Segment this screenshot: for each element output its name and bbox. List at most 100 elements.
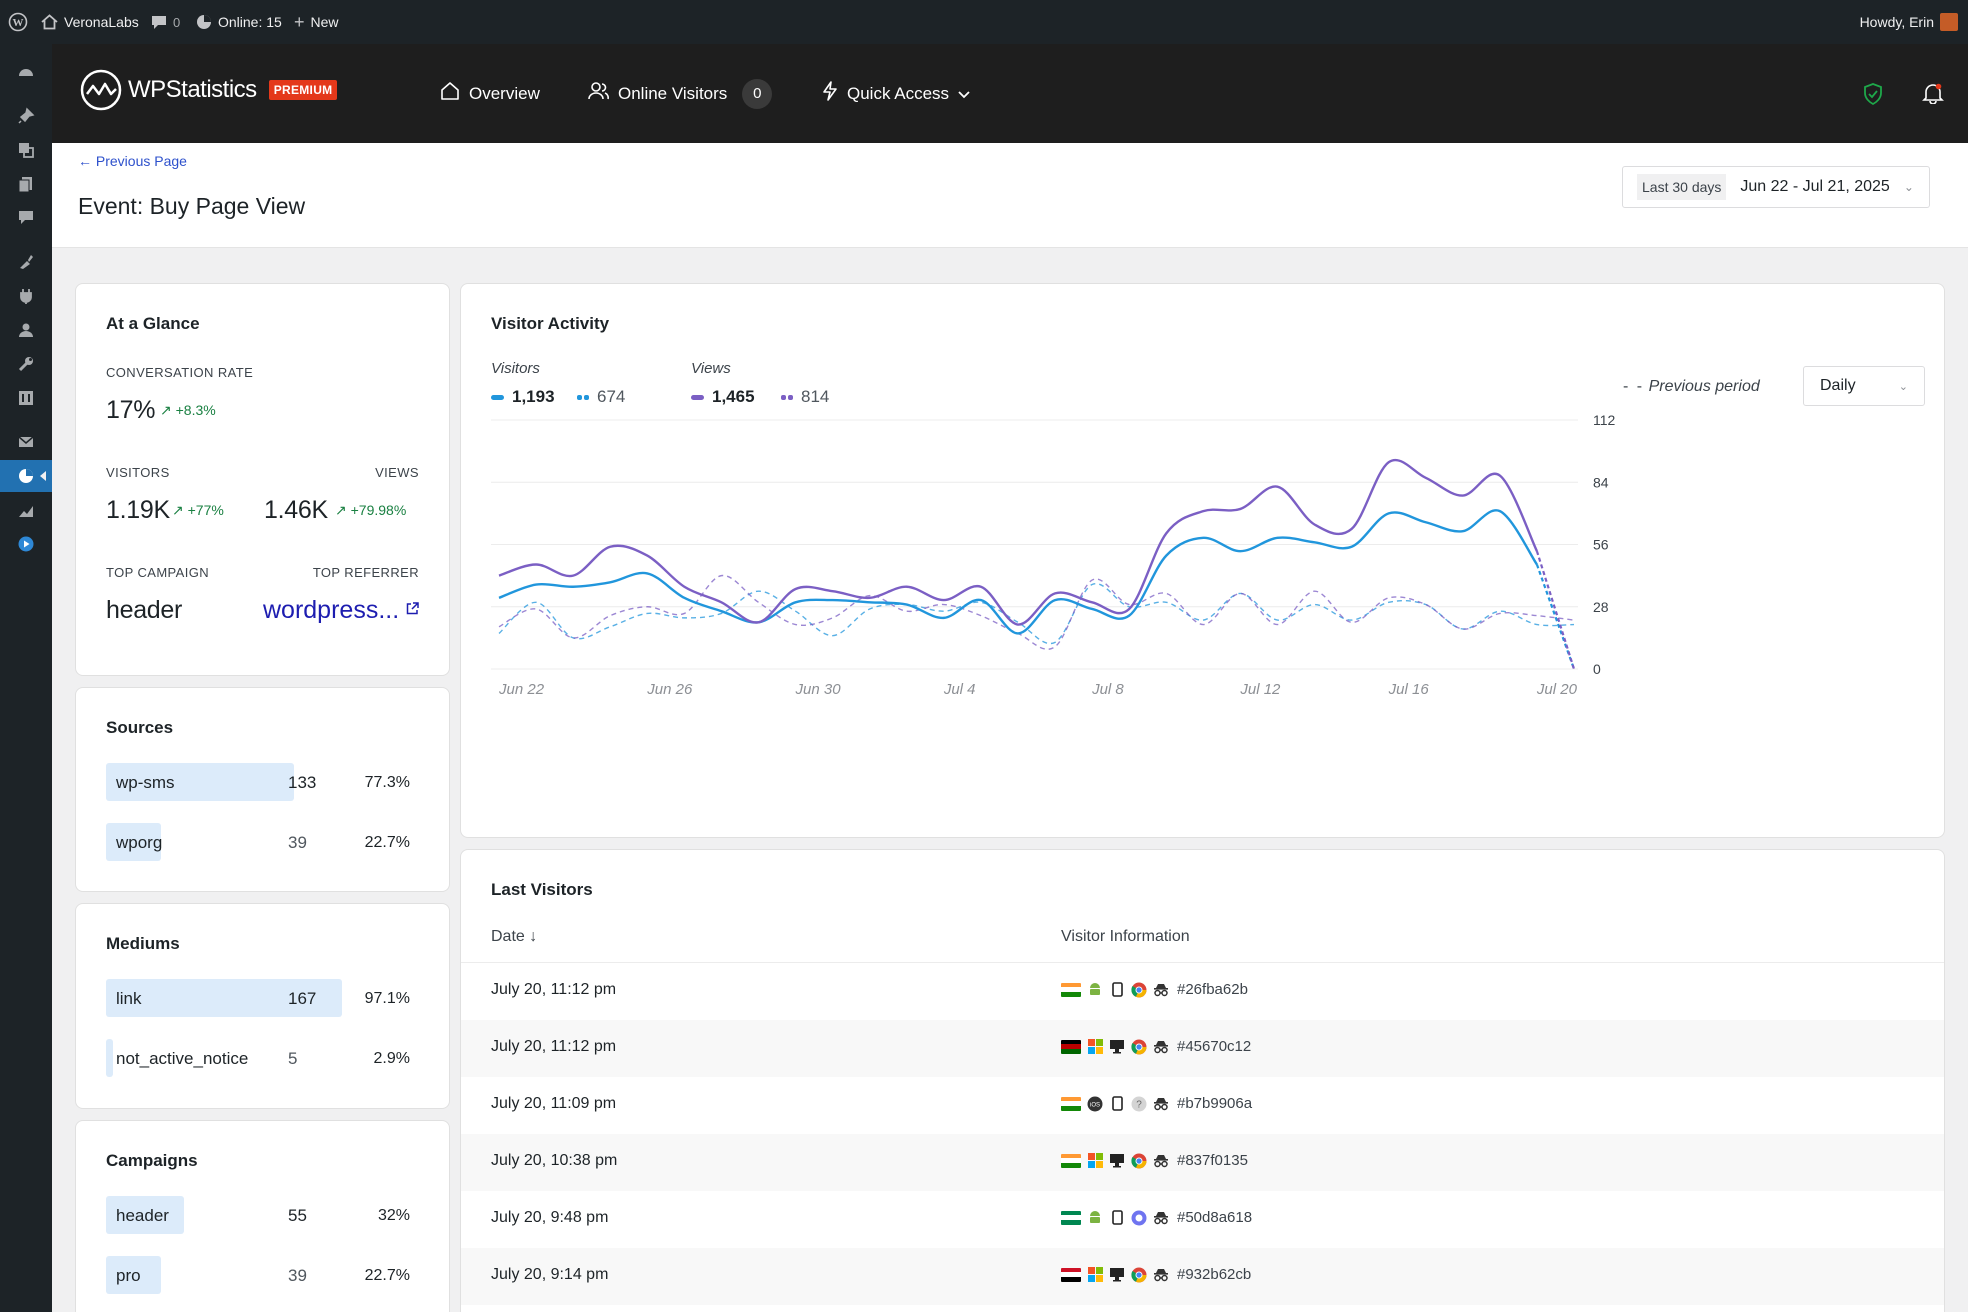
conversion-rate-label: CONVERSATION RATE <box>106 365 254 380</box>
list-item[interactable]: wp-sms 133 77.3% <box>76 762 449 802</box>
desktop-icon <box>1109 1267 1125 1283</box>
views-previous-value: 814 <box>801 387 830 406</box>
nav-quick-access-label: Quick Access <box>847 83 950 103</box>
admin-bar: W VeronaLabs 0 Online: 15 + New Howdy, E… <box>0 0 1968 44</box>
table-row[interactable]: July 20, 9:14 pm #932b62cb <box>461 1248 1944 1305</box>
visitor-hash-link[interactable]: #932b62cb <box>1177 1266 1252 1283</box>
comments-link[interactable]: 0 <box>151 0 180 44</box>
visitor-info: #26fba62b <box>1061 981 1248 998</box>
source-name: wporg <box>116 833 163 852</box>
chevron-down-icon <box>958 84 970 104</box>
users-icon[interactable] <box>0 314 52 346</box>
mediums-card: Mediums link 167 97.1% not_active_notice… <box>75 903 450 1109</box>
country-flag-icon <box>1061 982 1081 997</box>
visitor-hash-link[interactable]: #26fba62b <box>1177 981 1248 998</box>
pages-icon[interactable] <box>0 168 52 200</box>
visit-date: July 20, 11:09 pm <box>491 1095 617 1112</box>
visitors-delta-text: +77% <box>187 502 224 518</box>
visitor-hash-link[interactable]: #50d8a618 <box>1177 1209 1253 1226</box>
top-referrer-link[interactable]: wordpress... <box>263 596 419 625</box>
source-name: wp-sms <box>116 773 175 792</box>
views-legend-current[interactable]: 1,465 <box>691 387 755 407</box>
wordpress-logo-icon[interactable]: W <box>8 0 28 44</box>
visitor-activity-chart: 0 28 56 84 112 Jun 22 Jun 26 Jun 30 Jul 4 Jul 8 Ju… <box>461 284 1946 839</box>
table-row[interactable]: July 20, 11:12 pm #45670c12 <box>461 1020 1944 1077</box>
y-tick-label: 28 <box>1593 599 1609 615</box>
share-bar <box>106 1256 161 1294</box>
plus-icon: + <box>294 12 305 32</box>
visitors-legend-previous[interactable]: 674 <box>577 387 625 407</box>
mobile-icon <box>1109 1210 1125 1226</box>
analytics-icon[interactable] <box>0 494 52 526</box>
views-delta-text: +79.98% <box>350 502 407 518</box>
pie-chart-icon <box>196 14 212 30</box>
table-row[interactable]: July 20, 10:38 pm #837f0135 <box>461 1134 1944 1191</box>
legend-swatch <box>691 394 704 400</box>
visitor-hash-link[interactable]: #b7b9906a <box>1177 1095 1253 1112</box>
campaign-percent: 22.7% <box>364 1267 410 1284</box>
table-row[interactable]: July 20, 11:09 pm iOS? #b7b9906a <box>461 1077 1944 1134</box>
visitors-current-value: 1,193 <box>512 387 555 406</box>
source-count: 39 <box>288 833 307 852</box>
medium-name: link <box>116 989 142 1008</box>
online-link[interactable]: Online: 15 <box>196 0 282 44</box>
shield-check-icon[interactable] <box>1863 83 1883 110</box>
visitor-hash-link[interactable]: #837f0135 <box>1177 1152 1248 1169</box>
tools-icon[interactable] <box>0 348 52 380</box>
list-item[interactable]: pro 39 22.7% <box>76 1255 449 1295</box>
list-item[interactable]: not_active_notice 5 2.9% <box>76 1038 449 1078</box>
comments-icon[interactable] <box>0 202 52 234</box>
list-item[interactable]: wporg 39 22.7% <box>76 822 449 862</box>
card-title: At a Glance <box>106 314 200 333</box>
svg-text:W: W <box>13 17 24 29</box>
previous-page-label: Previous Page <box>95 153 187 169</box>
settings-icon[interactable] <box>0 382 52 414</box>
avatar <box>1940 13 1958 31</box>
new-content-link[interactable]: + New <box>294 0 339 44</box>
android-icon <box>1087 982 1103 998</box>
table-row[interactable]: July 20, 11:12 pm #26fba62b <box>461 963 1944 1020</box>
country-flag-icon <box>1061 1096 1081 1111</box>
appearance-icon[interactable] <box>0 246 52 278</box>
dashboard-icon[interactable] <box>0 56 52 88</box>
mail-icon[interactable] <box>0 426 52 458</box>
plugins-icon[interactable] <box>0 280 52 312</box>
at-a-glance-card: At a Glance CONVERSATION RATE 17% ↗ +8.3… <box>75 283 450 676</box>
previous-period-legend: - - Previous period <box>1623 378 1760 396</box>
visitor-hash-link[interactable]: #45670c12 <box>1177 1038 1252 1055</box>
date-range-picker[interactable]: Last 30 days Jun 22 - Jul 21, 2025 ⌄ <box>1622 166 1930 208</box>
source-percent: 22.7% <box>364 834 410 851</box>
country-flag-icon <box>1061 1153 1081 1168</box>
users-icon <box>588 81 609 106</box>
wp-statistics-menu-icon[interactable] <box>0 460 52 492</box>
incognito-icon <box>1153 982 1169 998</box>
site-name-link[interactable]: VeronaLabs <box>41 0 139 44</box>
posts-pin-icon[interactable] <box>0 100 52 132</box>
visitors-legend-current[interactable]: 1,193 <box>491 387 555 407</box>
media-icon[interactable] <box>0 134 52 166</box>
notification-bell-icon[interactable] <box>1922 82 1944 109</box>
nav-online-visitors[interactable]: Online Visitors 0 <box>588 44 773 143</box>
interval-select[interactable]: Daily ⌄ <box>1803 366 1925 406</box>
source-count: 133 <box>288 773 317 792</box>
list-item[interactable]: header 55 32% <box>76 1195 449 1235</box>
chart-canvas: 0 28 56 84 112 Jun 22 Jun 26 Jun 30 Jul 4 Jul 8 Ju… <box>491 412 1616 698</box>
play-icon[interactable] <box>0 528 52 560</box>
column-header-date[interactable]: Date ↓ <box>491 928 537 946</box>
table-row[interactable]: July 20, 9:48 pm #50d8a618 <box>461 1191 1944 1248</box>
x-tick-label: Jul 20 <box>1536 681 1578 698</box>
series-line-views <box>498 459 1539 626</box>
online-visitors-count-badge: 0 <box>742 78 773 109</box>
chrome-icon <box>1131 1039 1147 1055</box>
user-account-menu[interactable]: Howdy, Erin <box>1860 0 1958 44</box>
desktop-icon <box>1109 1153 1125 1169</box>
views-legend-previous[interactable]: 814 <box>781 387 829 407</box>
unknown-browser-icon: ? <box>1131 1096 1147 1112</box>
list-item[interactable]: link 167 97.1% <box>76 978 449 1018</box>
nav-overview[interactable]: Overview <box>440 44 540 143</box>
previous-period-label: Previous period <box>1648 378 1760 395</box>
wp-statistics-logo[interactable]: WPStatistics PREMIUM <box>80 69 338 111</box>
previous-page-link[interactable]: ← Previous Page <box>78 153 187 169</box>
nav-overview-label: Overview <box>469 83 540 103</box>
nav-quick-access[interactable]: Quick Access <box>822 44 970 143</box>
